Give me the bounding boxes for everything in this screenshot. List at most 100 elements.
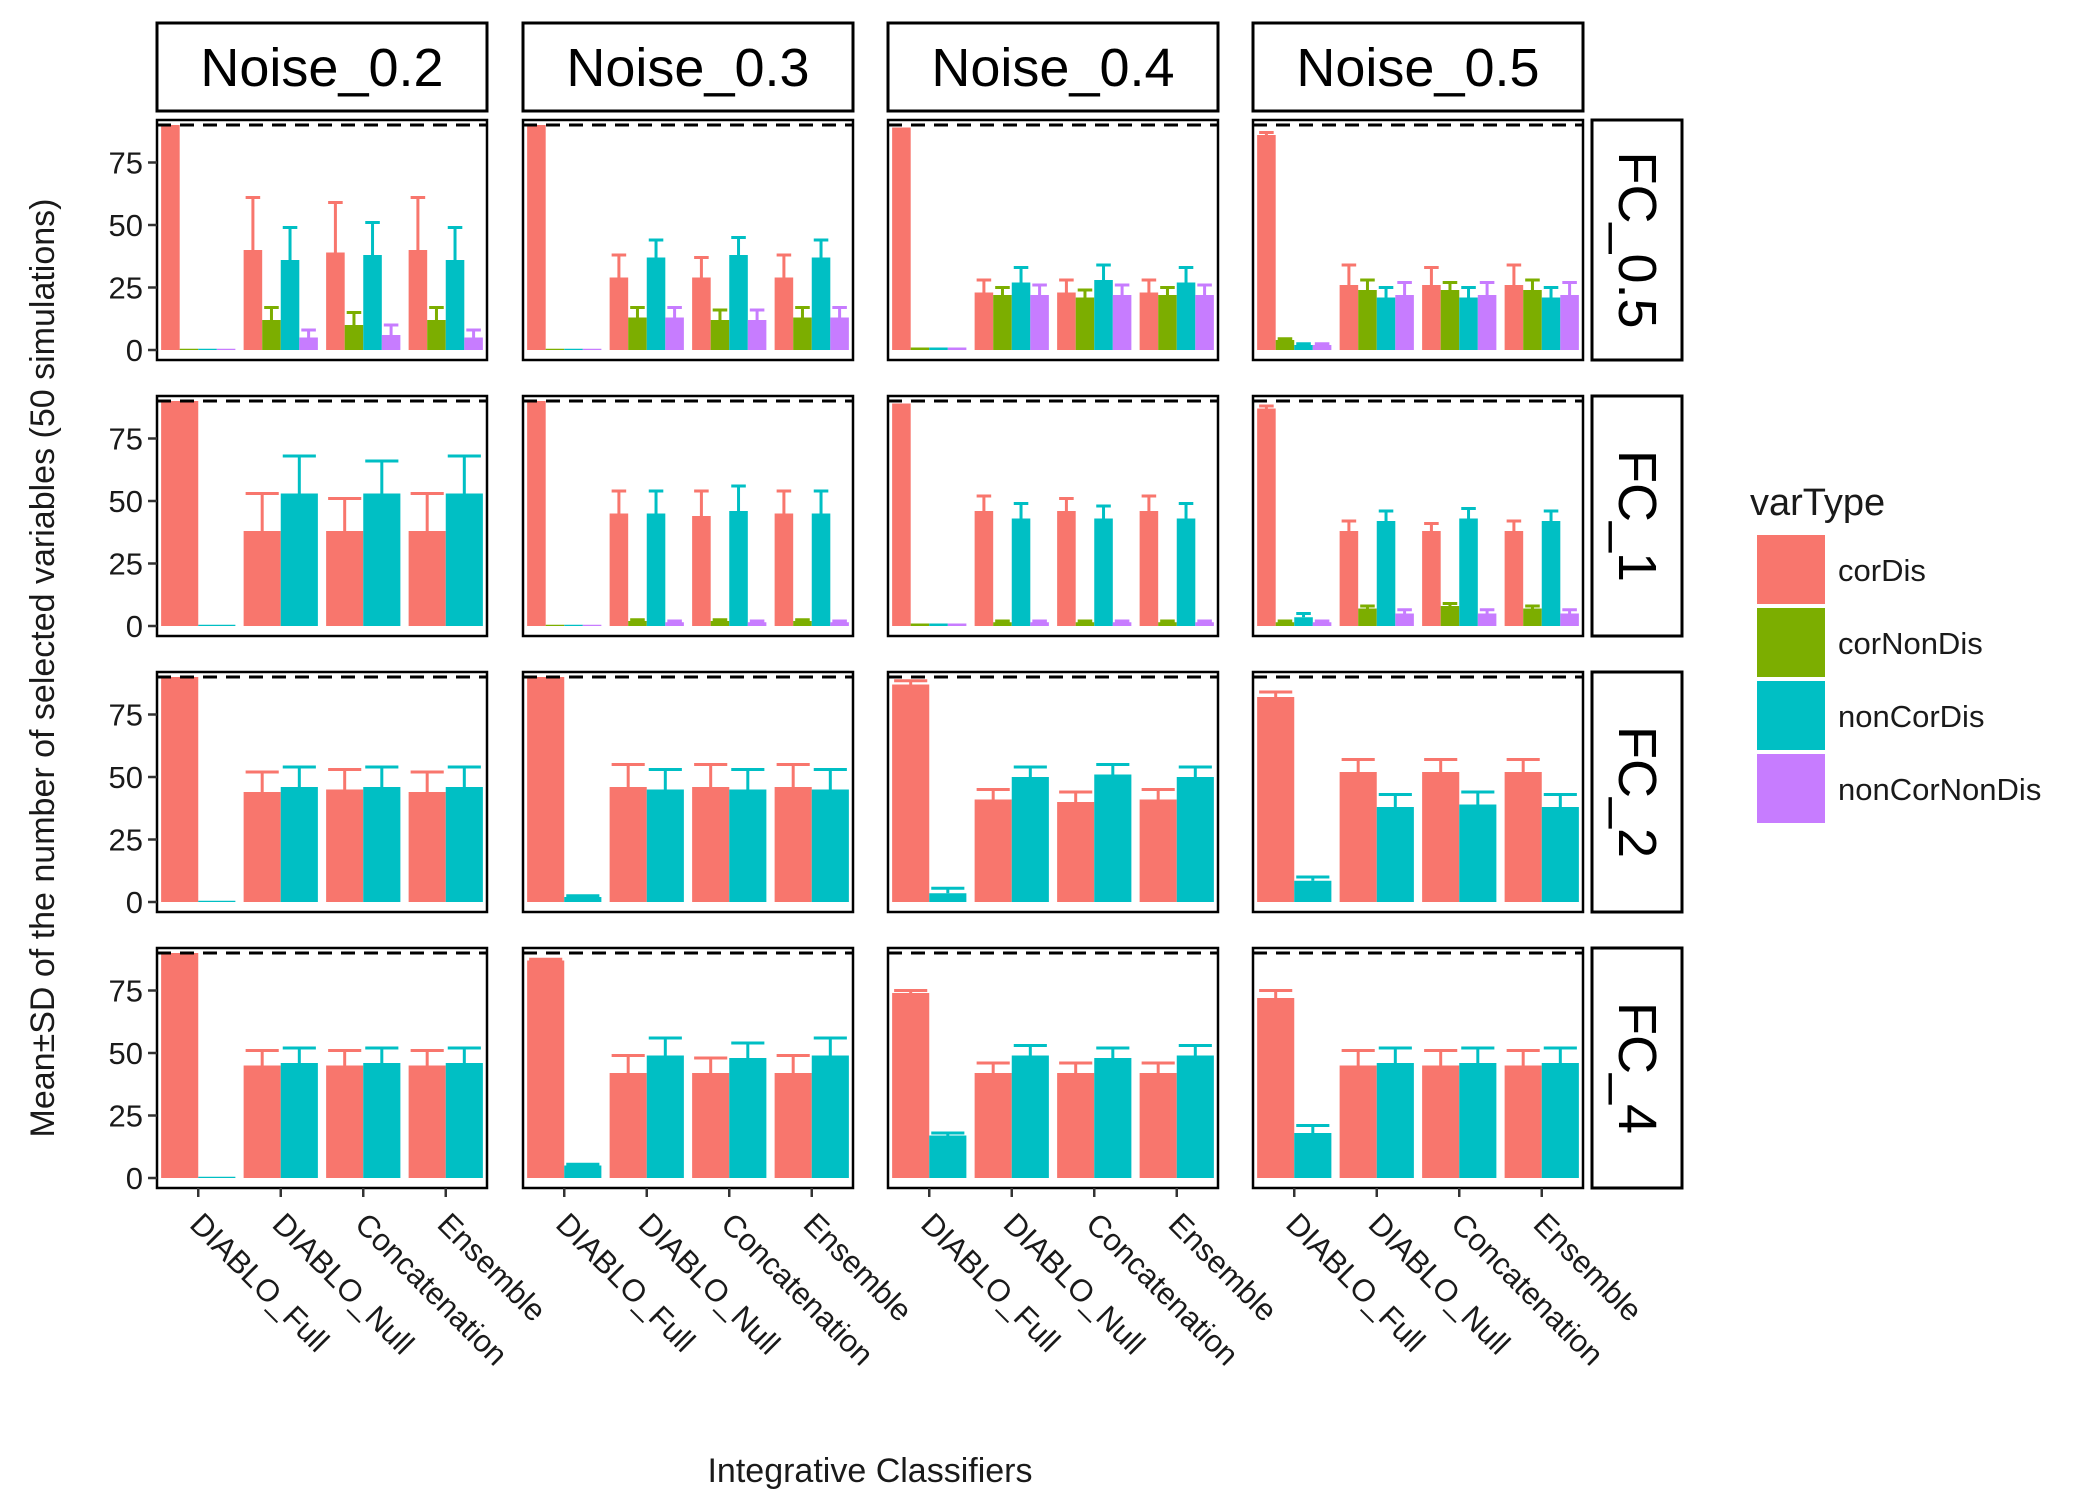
legend-key	[1757, 535, 1825, 604]
bar	[1477, 295, 1497, 350]
bar	[947, 347, 967, 350]
bar	[646, 257, 666, 350]
bar	[929, 1135, 967, 1178]
bar	[993, 295, 1012, 350]
legend-key	[1757, 681, 1825, 750]
bar	[1459, 518, 1478, 626]
bar	[408, 1065, 446, 1178]
bar	[582, 348, 602, 350]
panel-border	[521, 946, 855, 1190]
y-tick-label: 25	[109, 271, 143, 306]
row-strip: FC_0.5	[1590, 118, 1684, 362]
panel	[521, 670, 855, 914]
bar	[811, 1055, 849, 1178]
y-tick-label: 75	[109, 146, 143, 181]
row-strip-label: FC_2	[1607, 726, 1667, 858]
bar	[1376, 297, 1396, 350]
bar	[729, 1058, 767, 1178]
column-strip: Noise_0.3	[521, 21, 855, 113]
bar	[243, 250, 263, 350]
bar	[1158, 295, 1177, 350]
bar	[363, 255, 382, 350]
bar	[299, 337, 318, 350]
bar	[1011, 282, 1031, 350]
y-tick-label: 75	[109, 422, 143, 457]
bar	[564, 897, 602, 902]
row-strip-label: FC_0.5	[1607, 151, 1667, 328]
bar	[564, 348, 583, 350]
panel-border	[521, 394, 855, 638]
bar	[161, 401, 199, 626]
y-tick-label: 75	[109, 698, 143, 733]
bar	[1504, 1065, 1542, 1178]
bar	[729, 255, 748, 350]
bar	[628, 317, 647, 350]
bar	[1112, 295, 1132, 350]
bar	[692, 277, 711, 350]
bar	[1094, 774, 1132, 902]
panel-border	[521, 670, 855, 914]
bar	[1312, 345, 1332, 350]
legend: varType corDis corNonDis nonCorDis nonCorNon…	[1750, 482, 2041, 823]
bar	[974, 799, 1012, 902]
bar	[1294, 1133, 1332, 1178]
bar	[793, 317, 812, 350]
column-strip-label: Noise_0.5	[1296, 38, 1539, 98]
bar	[774, 1073, 812, 1178]
bar	[1257, 697, 1295, 902]
bar	[1294, 617, 1313, 626]
panel-border	[1251, 946, 1585, 1190]
bar	[1139, 511, 1159, 626]
bar	[363, 787, 401, 902]
bar	[892, 127, 911, 350]
panel	[1251, 670, 1585, 914]
bar	[564, 1165, 602, 1178]
bar	[445, 493, 483, 626]
bar	[1422, 531, 1441, 626]
bar	[527, 960, 565, 1178]
panel	[886, 670, 1220, 914]
bar	[1176, 1055, 1214, 1178]
bar	[1395, 295, 1414, 350]
bar	[427, 320, 446, 350]
y-tick-label: 0	[126, 1161, 143, 1196]
legend-item: corNonDis	[1757, 608, 1983, 677]
bar	[892, 993, 930, 1178]
bar	[910, 623, 930, 626]
bar	[1523, 290, 1542, 350]
bar	[665, 317, 684, 350]
panel: 0 25 50 75	[109, 670, 489, 920]
bar	[974, 1073, 1012, 1178]
y-tick-label: 50	[109, 484, 143, 519]
bar	[947, 623, 967, 626]
panel: DIABLO_FullDIABLO_NullConcatenationEnsem…	[886, 946, 1284, 1372]
legend-title: varType	[1750, 482, 1885, 524]
bar	[464, 337, 483, 350]
row-strip: FC_1	[1590, 394, 1684, 638]
bar	[545, 348, 565, 350]
bar	[1395, 613, 1414, 626]
bar	[609, 787, 647, 902]
panel-border	[1251, 118, 1585, 362]
panel-background	[1253, 396, 1583, 636]
bar	[1011, 1055, 1049, 1178]
bar	[363, 1063, 401, 1178]
panel: 0255075DIABLO_FullDIABLO_NullConcatenati…	[109, 946, 553, 1372]
bar	[582, 624, 602, 626]
panel-background	[888, 396, 1218, 636]
panel	[886, 394, 1220, 638]
bar	[381, 335, 401, 350]
bar	[408, 792, 446, 902]
legend-item: nonCorNonDis	[1757, 754, 2041, 823]
panel-border	[886, 670, 1220, 914]
bar	[243, 531, 281, 626]
bar	[1139, 292, 1159, 350]
bar	[1257, 408, 1276, 626]
bar	[198, 348, 217, 350]
bar	[1030, 295, 1049, 350]
panel-border	[155, 118, 489, 362]
bar	[1057, 1073, 1095, 1178]
bar	[198, 1176, 236, 1178]
bar	[1560, 295, 1579, 350]
